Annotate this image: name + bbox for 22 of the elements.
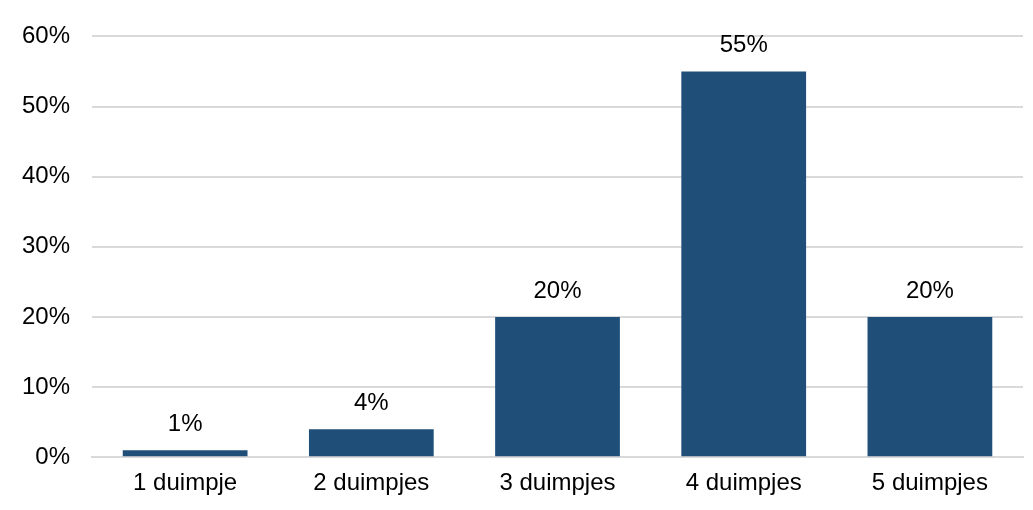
- x-tick-label: 3 duimpjes: [499, 468, 616, 496]
- data-label: 55%: [719, 30, 768, 58]
- y-tick-label: 0%: [35, 441, 71, 469]
- x-tick-label: 5 duimpjes: [871, 468, 988, 496]
- x-tick-label: 2 duimpjes: [313, 468, 430, 496]
- y-tick-label: 60%: [21, 21, 71, 49]
- data-label: 20%: [533, 275, 582, 303]
- data-label: 20%: [905, 275, 954, 303]
- bar: [308, 429, 434, 457]
- y-tick-label: 50%: [21, 91, 71, 119]
- bar: [495, 316, 620, 457]
- x-tick-label: 4 duimpjes: [685, 468, 802, 496]
- bar: [681, 71, 807, 457]
- x-tick-label: 1 duimpje: [133, 468, 238, 496]
- y-tick-label: 30%: [21, 231, 71, 259]
- bar: [122, 450, 248, 457]
- y-tick-label: 10%: [21, 371, 71, 399]
- y-tick-label: 40%: [21, 161, 71, 189]
- data-label: 4%: [353, 387, 389, 415]
- data-label: 1%: [167, 408, 203, 436]
- y-tick-label: 20%: [21, 301, 71, 329]
- bar: [867, 316, 993, 457]
